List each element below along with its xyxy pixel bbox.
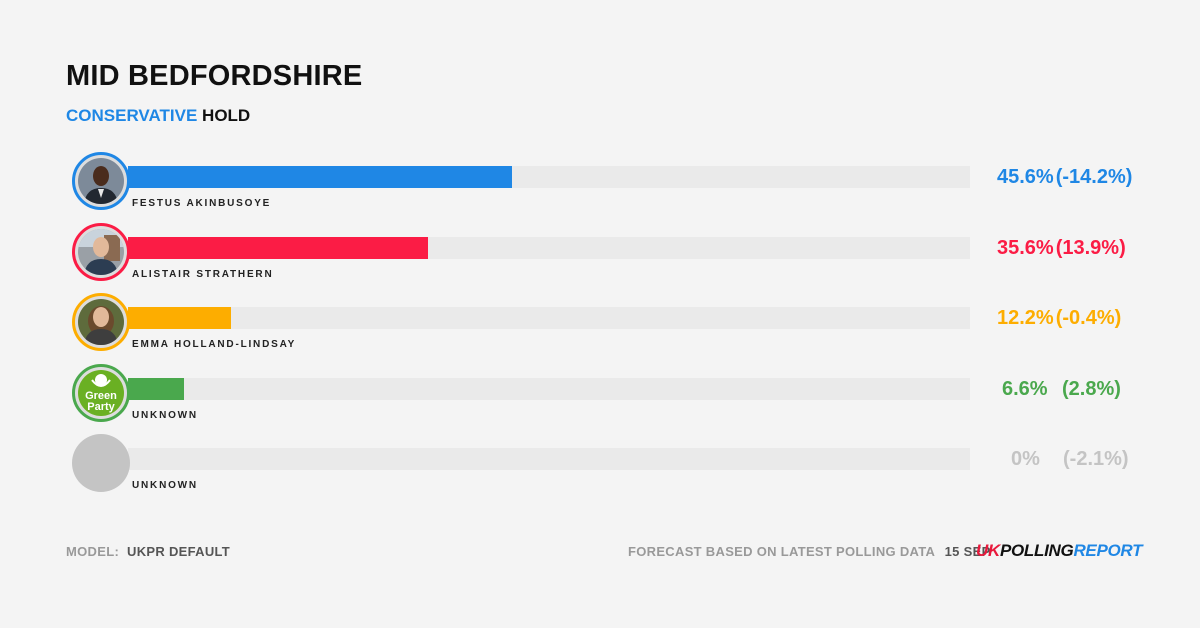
vote-share-value: 35.6% <box>997 236 1054 259</box>
candidate-photo-icon <box>72 222 130 281</box>
vote-share-value: 12.2% <box>997 307 1054 329</box>
candidate-name: FESTUS AKINBUSOYE <box>132 198 272 209</box>
vote-share-change: (2.8%) <box>1062 377 1121 400</box>
candidate-name: ALISTAIR STRATHERN <box>132 268 274 280</box>
vote-share-change: (-14.2%) <box>1055 166 1133 188</box>
vote-share: 35.6% (13.9%) <box>997 237 1126 260</box>
vote-share-change: (13.9%) <box>1055 236 1126 259</box>
logo-polling: POLLING <box>999 541 1074 560</box>
ukpollingreport-logo: UKPOLLINGREPORT <box>976 541 1142 561</box>
bar-fill <box>128 236 428 259</box>
winning-party: CONSERVATIVE <box>66 106 198 125</box>
forecast-date: 15 SEP <box>944 544 991 559</box>
candidate-row: FESTUS AKINBUSOYE 45.6% (-14.2%) <box>72 152 1172 214</box>
vote-share-value: 0% <box>1011 448 1040 470</box>
bar-fill <box>128 307 231 329</box>
vote-share-change: (-2.1%) <box>1063 448 1129 470</box>
green-logo-text: Green <box>85 390 117 402</box>
bar-track <box>128 166 970 188</box>
bar-track <box>128 377 970 400</box>
forecast-info: FORECAST BASED ON LATEST POLLING DATA 15… <box>628 544 991 559</box>
bar-fill <box>128 166 512 188</box>
vote-share: 45.6% (-14.2%) <box>997 166 1132 189</box>
forecast-text: FORECAST BASED ON LATEST POLLING DATA <box>628 544 935 559</box>
green-logo-text: Party <box>87 401 115 413</box>
candidate-row: UNKNOWN 0% (-2.1%) <box>72 434 1172 496</box>
candidate-name: UNKNOWN <box>132 409 198 421</box>
candidate-row: ALISTAIR STRATHERN 35.6% (13.9%) <box>72 222 1172 285</box>
vote-share-value: 6.6% <box>1002 377 1048 400</box>
candidate-photo-icon <box>72 152 130 210</box>
blank-avatar-icon <box>72 434 130 492</box>
page-title: MID BEDFORDSHIRE <box>66 60 363 92</box>
vote-share: 6.6% (2.8%) <box>997 378 1121 401</box>
result-subtitle: CONSERVATIVE HOLD <box>66 106 250 126</box>
vote-share-value: 45.6% <box>997 166 1054 188</box>
bar-fill <box>128 377 184 400</box>
model-info: MODEL: UKPR DEFAULT <box>66 544 230 559</box>
candidate-name: EMMA HOLLAND-LINDSAY <box>132 339 297 350</box>
logo-uk: UK <box>976 541 1000 560</box>
candidate-row: EMMA HOLLAND-LINDSAY 12.2% (-0.4%) <box>72 293 1172 355</box>
model-label: MODEL: <box>66 544 120 559</box>
candidate-photo-icon <box>72 293 130 351</box>
vote-share: 12.2% (-0.4%) <box>997 307 1121 330</box>
bar-track <box>128 307 970 329</box>
candidate-name: UNKNOWN <box>132 480 198 491</box>
candidate-row: Green Party UNKNOWN 6.6% (2.8%) <box>72 363 1172 426</box>
logo-report: REPORT <box>1073 541 1143 560</box>
vote-share: 0% (-2.1%) <box>997 448 1129 471</box>
green-party-logo-icon: Green Party <box>72 363 130 422</box>
result-word: HOLD <box>202 106 251 125</box>
vote-share-change: (-0.4%) <box>1055 307 1122 329</box>
model-value: UKPR DEFAULT <box>127 544 231 559</box>
bar-track <box>128 236 970 259</box>
bar-track <box>128 448 970 470</box>
